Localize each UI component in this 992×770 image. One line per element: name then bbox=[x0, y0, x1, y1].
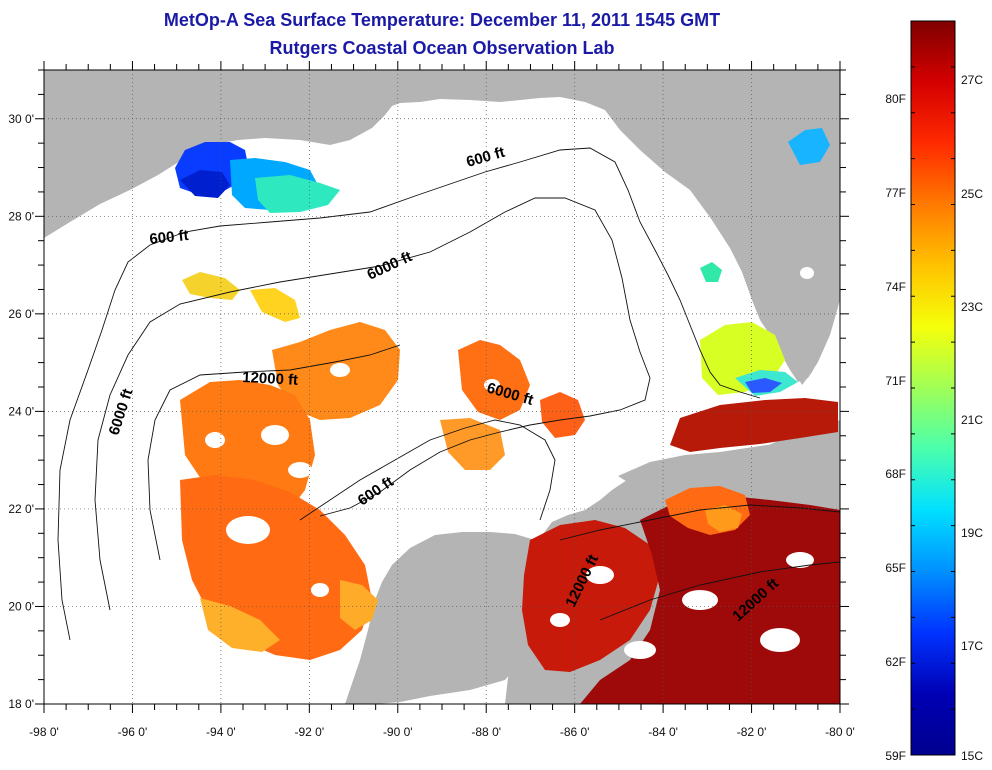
x-tick-label: -80 0' bbox=[825, 725, 855, 739]
map-plot-area bbox=[44, 70, 840, 704]
y-tick-label: 26 0' bbox=[8, 307, 34, 321]
colorbar-f-label: 71F bbox=[885, 374, 906, 388]
x-tick-label: -82 0' bbox=[737, 725, 767, 739]
contour-6000ft bbox=[94, 197, 651, 611]
lake-okeechobee-shape bbox=[800, 267, 814, 279]
y-tick-label: 24 0' bbox=[8, 404, 34, 418]
graticule-grid bbox=[44, 70, 840, 704]
contour-label: 12000 ft bbox=[242, 369, 299, 389]
colorbar-f-label: 77F bbox=[885, 186, 906, 200]
colorbar-c-label: 15C bbox=[961, 749, 983, 763]
colorbar-c-label: 27C bbox=[961, 73, 983, 87]
sst-patch-yucatan-channel bbox=[522, 520, 660, 672]
sst-patch-fl-big-bend bbox=[788, 128, 830, 165]
sst-patch-louisiana-shelf-4 bbox=[180, 170, 230, 198]
y-tick-label: 20 0' bbox=[8, 599, 34, 613]
sst-patch-west-shelf bbox=[200, 598, 280, 652]
sst-patch-cayman bbox=[705, 505, 742, 532]
sst-patch-loop-east bbox=[540, 392, 585, 438]
colorbar-c-label: 21C bbox=[961, 413, 983, 427]
longitude-axis: -98 0' -96 0' -94 0' -92 0' -90 0' -88 0' -86 … bbox=[29, 61, 855, 739]
colorbar-c-label: 23C bbox=[961, 300, 983, 314]
y-tick-label: 28 0' bbox=[8, 209, 34, 223]
colorbar-f-label: 80F bbox=[885, 92, 906, 106]
x-tick-label: -84 0' bbox=[648, 725, 678, 739]
sst-patch-louisiana-shelf-3 bbox=[255, 175, 340, 213]
x-tick-label: -88 0' bbox=[471, 725, 501, 739]
colorbar-c-label: 19C bbox=[961, 526, 983, 540]
colorbar-f-label: 74F bbox=[885, 280, 906, 294]
contour-label: 600 ft bbox=[149, 227, 190, 248]
x-tick-label: -96 0' bbox=[118, 725, 148, 739]
x-tick-label: -94 0' bbox=[206, 725, 236, 739]
colorbar bbox=[910, 20, 956, 756]
sst-patch-mid-gulf-yellow bbox=[250, 288, 300, 322]
x-tick-label: -90 0' bbox=[383, 725, 413, 739]
colorbar-c-label: 17C bbox=[961, 639, 983, 653]
colorbar-f-label: 59F bbox=[885, 749, 906, 763]
cloud-gaps bbox=[205, 363, 814, 659]
map-title: MetOp-A Sea Surface Temperature: Decembe… bbox=[163, 10, 721, 30]
contour-12000ft bbox=[147, 344, 401, 561]
x-tick-label: -98 0' bbox=[29, 725, 59, 739]
sst-patch-campeche-east bbox=[340, 580, 378, 630]
contour-600ft bbox=[57, 147, 761, 641]
colorbar-f-label: 68F bbox=[885, 467, 906, 481]
colorbar-ticks bbox=[911, 20, 955, 756]
latitude-axis: 18 0' 20 0' 22 0' 24 0' 26 0' 28 0' 30 0' bbox=[8, 69, 849, 711]
colorbar-celsius-labels: 27C 25C 23C 21C 19C 17C 15C bbox=[961, 73, 983, 763]
sst-patch-fl-west-coast bbox=[700, 262, 722, 282]
cuba-land bbox=[618, 436, 840, 496]
y-tick-label: 30 0' bbox=[8, 112, 34, 126]
bathymetry-contours bbox=[57, 147, 840, 641]
x-tick-label: -86 0' bbox=[560, 725, 590, 739]
colorbar-fahrenheit-labels: 80F 77F 74F 71F 68F 65F 62F 59F bbox=[885, 92, 906, 763]
contour-caribbean bbox=[559, 504, 840, 541]
colorbar-f-label: 65F bbox=[885, 561, 906, 575]
map-subtitle: Rutgers Coastal Ocean Observation Lab bbox=[269, 38, 615, 58]
y-tick-label: 18 0' bbox=[8, 697, 34, 711]
y-tick-label: 22 0' bbox=[8, 502, 34, 516]
colorbar-c-label: 25C bbox=[961, 187, 983, 201]
contour-yucatan-shelf bbox=[299, 419, 556, 521]
sst-patch-sw-florida-3 bbox=[745, 378, 782, 393]
x-tick-label: -92 0' bbox=[295, 725, 325, 739]
colorbar-f-label: 62F bbox=[885, 655, 906, 669]
yucatan-land bbox=[345, 532, 535, 704]
contour-caribbean-deep bbox=[599, 561, 840, 621]
